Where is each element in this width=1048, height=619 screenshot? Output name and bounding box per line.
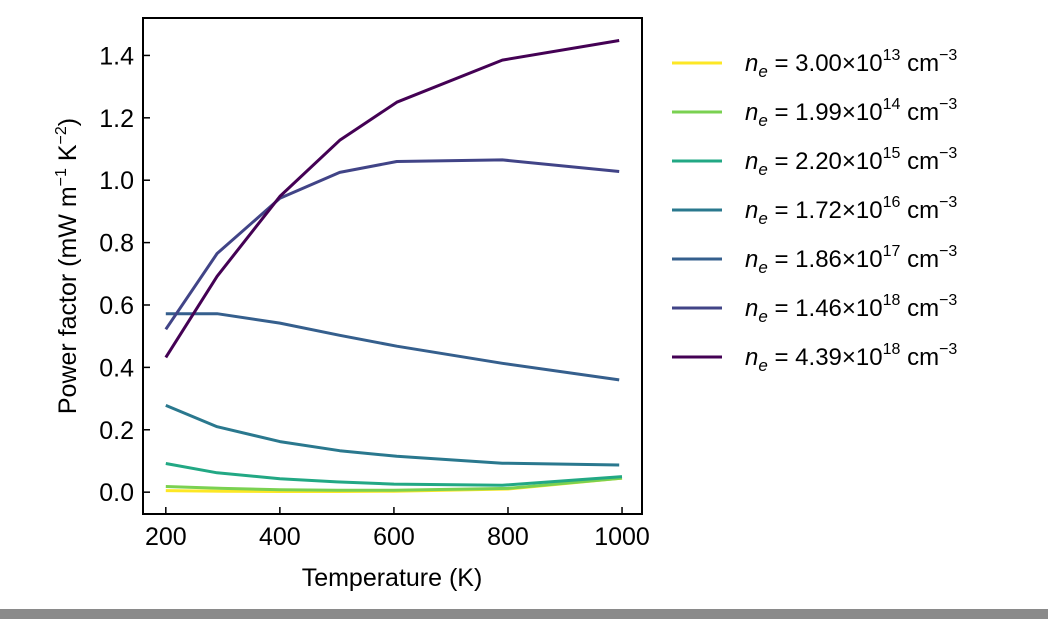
x-tick-label-800: 800 [487,523,529,551]
series-layer [164,39,623,493]
series-line-7 [164,39,620,359]
y-tick-label-0.2: 0.2 [99,417,134,445]
y-tick-label-0.6: 0.6 [99,292,134,320]
series-line-4 [165,404,620,467]
y-axis-label: Power factor (mW m−1 K−2) [53,118,82,414]
legend-label-7: ne = 4.39×1018 cm−3 [745,341,957,375]
x-tick-label-200: 200 [145,523,187,551]
series-line-2 [165,476,623,492]
x-tick-label-1000: 1000 [594,523,650,551]
legend-label-4: ne = 1.72×1016 cm−3 [745,194,957,228]
legend-label-1: ne = 3.00×1013 cm−3 [745,47,957,81]
series-line-3 [165,462,623,487]
y-tick-label-0.4: 0.4 [99,354,134,382]
ticks-layer: 200 400 600 800 1000 0.0 0.2 0.4 0.6 0.8 1.0 1.2 1.4 [99,42,650,551]
legend: ne = 3.00×1013 cm−3 ne = 1.99×1014 cm−3 ne… [672,47,957,375]
x-axis-label: Temperature (K) [302,564,483,592]
y-tick-label-1.2: 1.2 [99,105,134,133]
legend-label-6: ne = 1.46×1018 cm−3 [745,292,957,326]
y-tick-label-0.8: 0.8 [99,230,134,258]
series-line-5 [165,312,620,382]
axes-frame [142,17,643,515]
legend-label-2: ne = 1.99×1014 cm−3 [745,96,957,130]
y-tick-label-1.4: 1.4 [99,42,134,70]
y-tick-label-0.0: 0.0 [99,479,134,507]
legend-label-3: ne = 2.20×1015 cm−3 [745,145,957,179]
x-tick-label-400: 400 [259,523,301,551]
series-line-6 [164,158,620,331]
y-tick-label-1.0: 1.0 [99,167,134,195]
x-tick-label-600: 600 [373,523,415,551]
legend-label-5: ne = 1.86×1017 cm−3 [745,243,957,277]
footer-bar [0,609,1048,619]
